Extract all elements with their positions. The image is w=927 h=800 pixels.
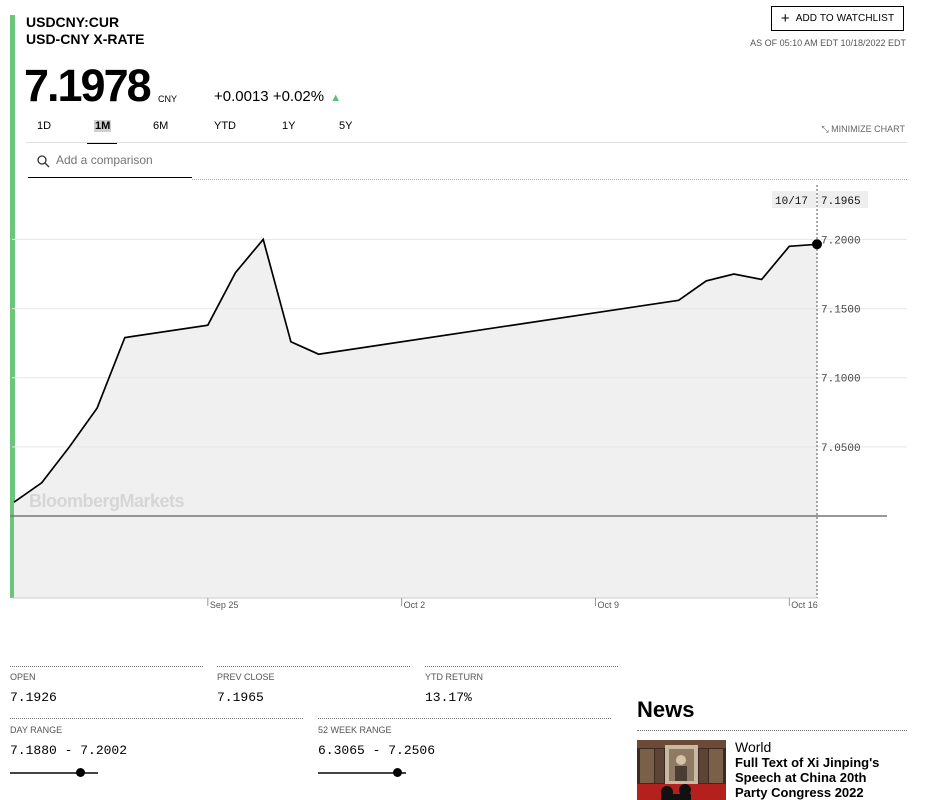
x-tick-label: Oct 16: [791, 600, 818, 610]
52-week-range-marker: [392, 768, 402, 777]
last-price: 7.1978: [24, 60, 152, 111]
chart-watermark: BloombergMarkets: [29, 491, 185, 511]
x-tick-label: Oct 9: [597, 600, 619, 610]
tab-1d[interactable]: 1D: [37, 120, 52, 132]
ticker-symbol: USDCNY:CUR: [26, 14, 120, 30]
day-range-value: 7.1880 - 7.2002: [10, 743, 128, 758]
tab-6m[interactable]: 6M: [153, 120, 169, 132]
as-of-timestamp: AS OF 05:10 AM EDT 10/18/2022 EDT: [750, 38, 906, 48]
change-absolute: +0.0013: [214, 88, 269, 105]
accent-bar: [10, 15, 15, 598]
news-category[interactable]: World: [735, 739, 772, 755]
stats-divider: [10, 718, 303, 719]
stats-divider: [425, 666, 618, 667]
x-tick-label: Sep 25: [210, 600, 239, 610]
crosshair-value-box: [818, 191, 868, 208]
comparison-search: [28, 148, 192, 178]
comparison-input[interactable]: [56, 153, 186, 167]
ticker-name: USD-CNY X-RATE: [26, 31, 145, 47]
x-tick-label: Oct 2: [404, 600, 426, 610]
y-tick-label: 7.1500: [821, 305, 861, 317]
crosshair-value-label: 7.1965: [821, 196, 861, 208]
tab-5y[interactable]: 5Y: [339, 120, 353, 132]
price-line: [13, 237, 818, 503]
minimize-chart-button[interactable]: ⤡ MINIMIZE CHART: [821, 124, 905, 134]
news-photo-image: [637, 740, 726, 800]
tab-1m[interactable]: 1M: [87, 120, 117, 144]
crosshair-date-label: 10/17: [775, 196, 808, 208]
day-range-marker: [75, 768, 85, 777]
y-tick-label: 7.2000: [821, 235, 861, 247]
news-divider: [637, 730, 907, 731]
change-percent: +0.02%: [272, 88, 325, 105]
news-headline-link[interactable]: Full Text of Xi Jinping's Speech at Chin…: [735, 755, 880, 800]
plus-icon: +: [780, 9, 790, 27]
crosshair-date-box: [772, 191, 816, 208]
ticker-block: USDCNY:CUR USD-CNY X-RATE: [26, 14, 145, 48]
52-week-range-track: [318, 772, 406, 774]
prev-close-label: PREV CLOSE: [217, 672, 275, 682]
52-week-range-value: 6.3065 - 7.2506: [318, 743, 436, 758]
price-area: [14, 239, 817, 598]
open-value: 7.1926: [10, 690, 57, 705]
stats-divider: [318, 718, 611, 719]
y-tick-label: 7.1000: [821, 374, 861, 386]
last-point-marker: [812, 239, 822, 250]
news-thumbnail[interactable]: [637, 740, 726, 800]
tab-1y[interactable]: 1Y: [282, 120, 296, 132]
price-chart[interactable]: BloombergMarkets 7.2000 7.1500 7.1000 7.050…: [0, 180, 927, 610]
open-label: OPEN: [10, 672, 36, 682]
ytd-return-label: YTD RETURN: [425, 672, 483, 682]
search-icon: [37, 155, 50, 168]
stats-divider: [10, 666, 203, 667]
day-range-label: DAY RANGE: [10, 725, 63, 735]
add-to-watchlist-button[interactable]: + ADD TO WATCHLIST: [771, 6, 904, 31]
tab-ytd[interactable]: YTD: [214, 120, 236, 132]
price-change: +0.0013 +0.02% ▲: [214, 88, 341, 105]
prev-close-value: 7.1965: [217, 690, 264, 705]
stats-divider: [217, 666, 410, 667]
chart-top-divider: [192, 179, 907, 180]
y-tick-label: 7.0500: [821, 443, 861, 455]
ytd-return-value: 13.17%: [425, 690, 472, 705]
price-currency: CNY: [158, 94, 178, 104]
tabs-divider: [26, 142, 907, 143]
day-range-track: [10, 772, 98, 774]
up-arrow-icon: ▲: [330, 92, 342, 104]
52-week-range-label: 52 WEEK RANGE: [318, 725, 392, 735]
news-heading: News: [637, 697, 695, 722]
watchlist-label: ADD TO WATCHLIST: [795, 13, 895, 24]
minimize-icon: ⤡: [821, 124, 829, 134]
